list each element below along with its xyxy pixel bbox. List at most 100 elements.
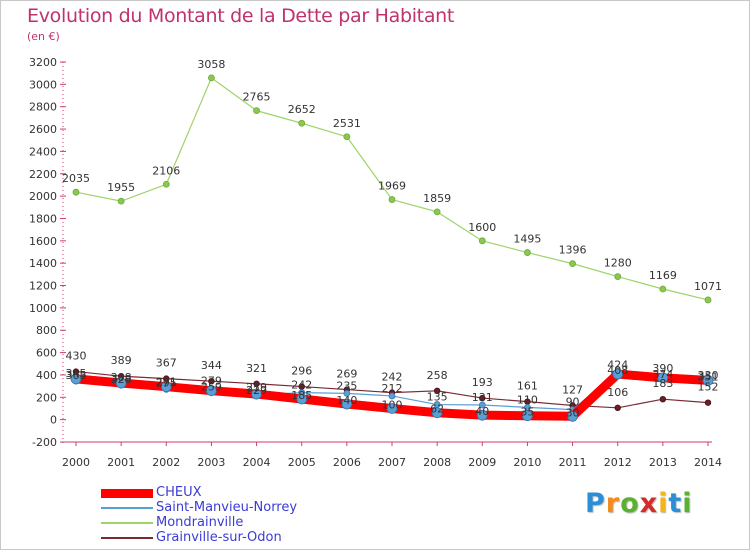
data-point-mondrainville [478,237,486,245]
data-label-cheux: 295 [156,377,177,390]
unit-label: (en €) [27,30,60,43]
legend-swatch [101,522,153,524]
data-point-cheux [657,372,669,384]
data-label-cheux: 35 [520,406,534,419]
data-point-cheux [115,377,127,389]
data-point-mondrainville [524,249,531,256]
data-label-saint-manvieu-norrey: 330 [698,369,719,382]
x-tick-label: 2010 [513,456,541,469]
logo-letter: o [620,488,640,519]
data-point-saint-manvieu-norrey [388,392,396,400]
legend-item-saint-manvieu-norrey: Saint-Manvieu-Norrey [101,500,401,515]
data-label-cheux: 351 [698,370,719,383]
data-label-mondrainville: 2531 [333,117,361,130]
x-tick-label: 2001 [107,456,135,469]
data-label-cheux: 408 [607,364,628,377]
y-tick-label: 2200 [29,168,57,181]
logo-letter: i [682,488,693,519]
legend-item-cheux: CHEUX [101,485,401,500]
data-label-mondrainville: 1955 [107,181,135,194]
x-tick-label: 2005 [288,456,316,469]
data-point-cheux [160,381,172,393]
data-point-mondrainville [253,107,260,115]
chart-title: Evolution du Montant de la Dette par Hab… [27,5,455,27]
data-point-saint-manvieu-norrey [343,389,351,397]
x-tick-label: 2006 [333,456,361,469]
data-point-mondrainville [162,180,170,188]
y-tick-label: 3200 [29,56,57,69]
data-label-mondrainville: 2652 [288,103,316,116]
data-label-mondrainville: 1169 [649,269,677,282]
legend-swatch [101,537,153,539]
data-label-cheux: 374 [652,368,673,381]
legend-swatch [101,488,153,498]
data-label-grainville-sur-odon: 161 [517,380,538,393]
data-label-mondrainville: 1600 [468,221,496,234]
data-point-cheux [206,385,217,397]
legend-item-grainville-sur-odon: Grainville-sur-Odon [101,530,401,545]
y-tick-label: 1200 [29,280,57,293]
legend: CHEUX Saint-Manvieu-Norrey Mondrainville Gr… [101,485,401,545]
logo-letter: P [585,488,606,519]
data-label-saint-manvieu-norrey: 390 [652,362,673,375]
x-tick-label: 2011 [559,456,587,469]
data-label-mondrainville: 1969 [378,180,406,193]
data-label-mondrainville: 2035 [62,172,90,185]
data-label-grainville-sur-odon: 152 [698,381,719,394]
data-label-mondrainville: 1859 [423,192,451,205]
y-tick-label: 1400 [29,257,57,270]
y-tick-label: 400 [36,369,57,382]
data-label-grainville-sur-odon: 183 [652,377,673,390]
y-tick-label: 2400 [29,145,57,158]
data-point-mondrainville [298,119,306,127]
logo-letter: i [658,488,669,519]
x-tick-label: 2012 [604,456,632,469]
data-point-mondrainville [614,273,622,280]
y-tick-label: 0 [50,414,57,427]
data-label-cheux: 365 [66,369,87,382]
data-point-grainville-sur-odon [208,378,215,385]
data-label-mondrainville: 3058 [197,58,225,71]
data-point-mondrainville [433,208,441,216]
data-point-cheux [522,410,533,422]
data-label-cheux: 229 [246,384,267,397]
data-label-cheux: 100 [382,398,403,411]
data-label-saint-manvieu-norrey: 235 [336,379,357,392]
y-tick-label: 2800 [29,101,57,114]
data-point-mondrainville [117,197,125,205]
data-point-cheux [386,403,398,414]
data-label-saint-manvieu-norrey: 308 [111,371,132,384]
data-label-mondrainville: 1280 [604,257,632,270]
data-label-saint-manvieu-norrey: 242 [291,379,312,392]
data-point-cheux [612,368,624,380]
data-point-grainville-sur-odon [614,404,621,411]
legend-label: Saint-Manvieu-Norrey [156,500,298,515]
data-label-saint-manvieu-norrey: 212 [382,382,403,395]
data-point-grainville-sur-odon [659,395,667,403]
data-label-saint-manvieu-norrey: 110 [517,393,538,406]
data-point-mondrainville [208,74,215,82]
data-label-mondrainville: 2765 [243,91,271,104]
data-point-mondrainville [569,260,576,268]
legend-item-mondrainville: Mondrainville [101,515,401,530]
data-label-grainville-sur-odon: 321 [246,362,267,375]
data-label-saint-manvieu-norrey: 345 [66,367,87,380]
data-label-saint-manvieu-norrey: 424 [607,358,628,371]
data-label-grainville-sur-odon: 193 [472,376,493,389]
data-label-cheux: 62 [430,403,444,416]
data-label-grainville-sur-odon: 258 [427,369,448,382]
data-label-saint-manvieu-norrey: 90 [566,396,580,409]
y-tick-label: 600 [36,347,57,360]
logo-letter: r [605,488,621,519]
x-tick-label: 2004 [243,456,271,469]
legend-label: CHEUX [156,485,202,500]
data-point-mondrainville [388,196,396,203]
y-tick-label: 2600 [29,123,57,136]
data-point-mondrainville [72,188,80,196]
data-point-cheux [296,393,308,405]
data-label-cheux: 259 [201,381,222,394]
data-label-saint-manvieu-norrey: 271 [156,375,177,388]
data-label-cheux: 30 [566,406,580,419]
data-label-mondrainville: 1396 [559,244,587,257]
legend-label: Grainville-sur-Odon [156,530,282,545]
